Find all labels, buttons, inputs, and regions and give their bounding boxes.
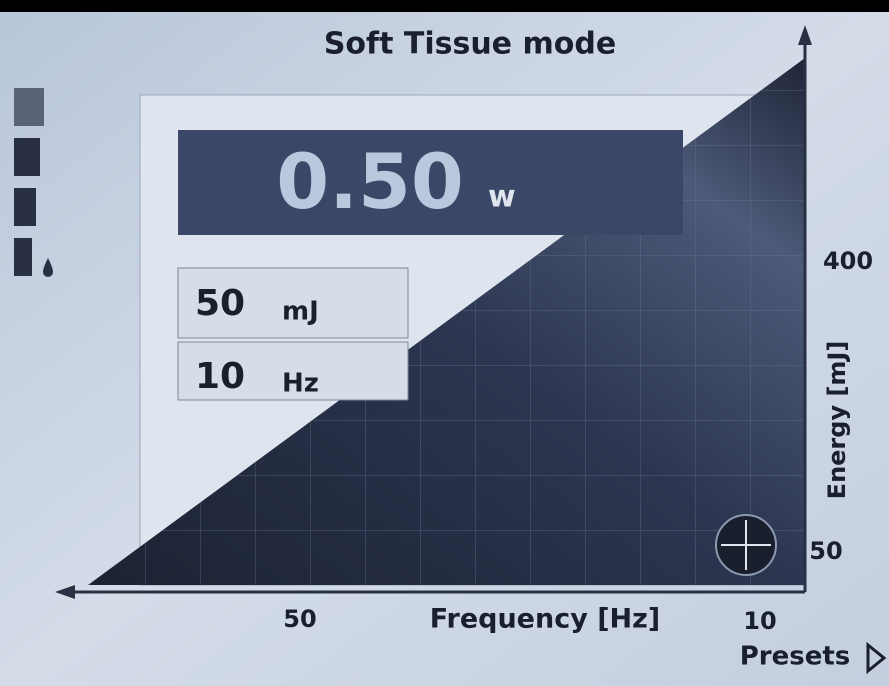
frequency-value: 10 [195,356,245,397]
energy-arrow [798,25,812,45]
power-box [178,130,683,235]
energy-unit: mJ [282,297,319,327]
energy-axis-label: Energy [mJ] [823,341,851,500]
crosshair-icon [721,520,771,570]
frequency-setting [177,341,409,401]
presets-label: Presets [740,642,851,672]
energy-value: 50 [195,283,245,324]
presets-button[interactable]: Presets [740,641,887,675]
power-unit: w [488,180,516,215]
energy-setting [177,267,409,339]
level-bar [14,88,44,126]
level-bar [14,188,36,226]
power-value: 0.50 [276,137,464,226]
mode-title: Soft Tissue mode [324,27,616,62]
frequency-right: 10 [743,607,776,635]
frequency-arrow [55,585,75,599]
energy-min: 50 [809,537,842,565]
level-bar [14,138,40,176]
presets-arrow [866,641,887,675]
level-bar [14,238,32,276]
frequency-axis-label: Frequency [Hz] [430,604,660,635]
frequency-left: 50 [283,605,316,633]
frequency-unit: Hz [282,369,319,399]
water-drop-icon [43,258,53,277]
energy-max: 400 [823,247,873,275]
